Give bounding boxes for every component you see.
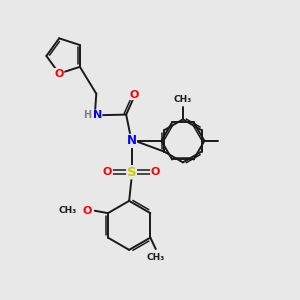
Text: N: N: [127, 134, 136, 147]
Text: CH₃: CH₃: [174, 95, 192, 104]
Text: O: O: [130, 90, 139, 100]
Text: O: O: [103, 167, 112, 177]
Text: O: O: [151, 167, 160, 177]
Text: O: O: [82, 206, 92, 216]
Text: CH₃: CH₃: [147, 254, 165, 262]
Text: O: O: [55, 68, 64, 79]
Text: S: S: [127, 166, 136, 179]
Text: H: H: [83, 110, 91, 120]
Text: CH₃: CH₃: [58, 206, 77, 215]
Text: N: N: [93, 110, 102, 120]
